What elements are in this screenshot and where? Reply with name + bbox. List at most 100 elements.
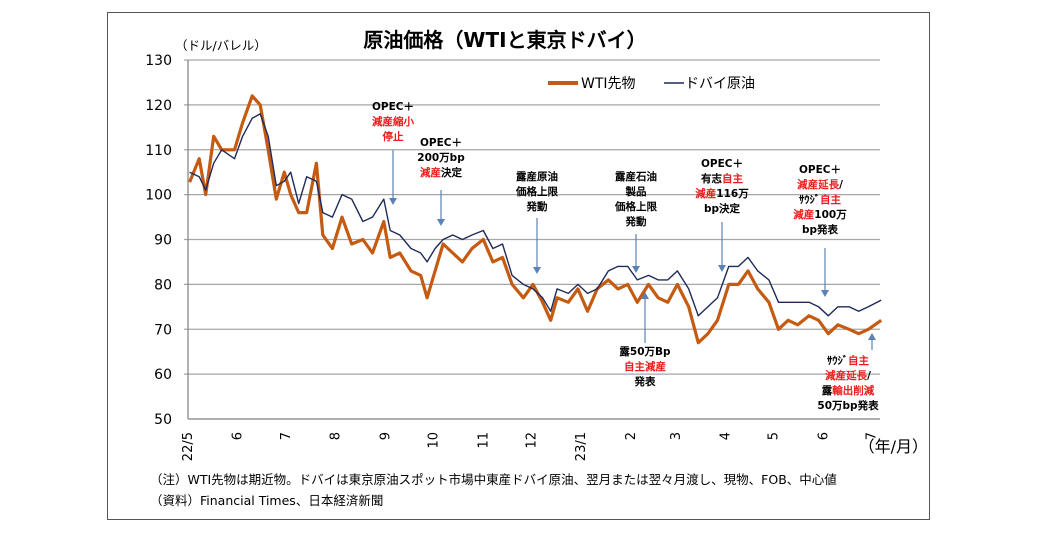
annotation-line: 有志自主 <box>662 172 782 187</box>
arrowhead-icon <box>641 292 649 299</box>
x-tick-label: 6 <box>816 432 831 440</box>
annotation-line: OPEC＋ <box>760 163 880 178</box>
annotation-line: ｻｳｼﾞ自主 <box>760 193 880 208</box>
y-tick-label: 130 <box>145 53 172 69</box>
annotation-line: bp決定 <box>662 202 782 217</box>
x-tick-label: 6 <box>231 432 246 440</box>
annotation: OPEC＋ 減産延長/ｻｳｼﾞ自主 減産100万 bp発表 <box>760 163 880 238</box>
annotation-text: / <box>839 179 843 191</box>
arrowhead-icon <box>437 219 445 226</box>
x-tick-label: 8 <box>329 432 344 440</box>
annotation-text: 露産石油 <box>615 171 657 183</box>
annotation-highlight: 減産 <box>793 209 815 221</box>
y-tick-label: 110 <box>145 143 172 159</box>
annotation: OPEC＋ 200万bp 減産決定 <box>381 136 501 181</box>
legend: WTI先物 ドバイ原油 <box>548 76 755 92</box>
annotation-line: ｻｳｼﾞ自主 <box>788 354 908 369</box>
annotation-highlight: 自主 <box>848 355 869 367</box>
annotation-text: 発表 <box>634 376 656 388</box>
annotation-text: 製品 <box>625 186 647 198</box>
annotation-line: 露輸出削減 <box>788 384 908 399</box>
annotation-line: OPEC＋ <box>333 100 453 115</box>
annotation-line: 減産116万 <box>662 187 782 202</box>
annotation-text: OPEC＋ <box>420 137 462 149</box>
x-tick-label: 4 <box>719 432 734 440</box>
annotation-text: / <box>867 370 871 382</box>
annotation-line: 減産100万 <box>760 208 880 223</box>
annotation-highlight: 停止 <box>382 131 404 143</box>
annotation-text: OPEC＋ <box>701 158 743 170</box>
annotation-text: 価格上限 <box>615 201 657 213</box>
annotation-text: 決定 <box>441 167 462 179</box>
x-tick-label: 3 <box>669 432 684 440</box>
y-axis-label: （ドル/バレル） <box>175 38 267 53</box>
legend-label-wti: WTI先物 <box>581 76 636 92</box>
annotation-text: 200万bp <box>417 152 465 164</box>
annotation-line: OPEC＋ <box>662 157 782 172</box>
annotation-highlight: 自主減産 <box>624 361 666 373</box>
annotation-line: 露産原油 <box>477 170 597 185</box>
x-tick-label: 11 <box>476 432 491 449</box>
annotation-highlight: 減産 <box>695 188 717 200</box>
annotation-line: 発動 <box>576 215 696 230</box>
arrowhead-icon <box>718 265 726 272</box>
annotation-highlight: 輸出削減 <box>832 385 875 397</box>
annotation-line: OPEC＋ <box>381 136 501 151</box>
arrowhead-icon <box>389 198 397 205</box>
annotation-text: ｻｳｼﾞ <box>827 355 848 367</box>
annotation-text: 価格上限 <box>516 186 558 198</box>
arrowhead-icon <box>821 290 829 297</box>
annotation-text: bp決定 <box>703 203 741 215</box>
series-line-wti <box>188 94 883 345</box>
annotation-line: 価格上限 <box>576 200 696 215</box>
annotation-highlight: 減産延長 <box>825 370 868 382</box>
annotation-highlight: 自主 <box>820 194 841 206</box>
y-tick-label: 120 <box>145 98 172 114</box>
annotation-text: OPEC＋ <box>799 164 841 176</box>
x-tick-label: 5 <box>767 432 782 440</box>
x-tick-label: 12 <box>524 432 539 449</box>
annotation-text: 50万bp発表 <box>817 400 879 412</box>
annotation-text: 発動 <box>625 216 647 228</box>
arrowhead-icon <box>632 266 640 273</box>
annotation-line: 減産延長/ <box>760 178 880 193</box>
annotation-text: OPEC＋ <box>372 101 414 113</box>
annotation-text: 露50万Bp <box>619 346 671 358</box>
annotation-text: ｻｳｼﾞ <box>799 194 820 206</box>
series-line-dubai <box>189 113 882 317</box>
annotation-text: 発動 <box>526 201 548 213</box>
annotation-text: 有志 <box>701 173 722 185</box>
chart-frame <box>107 12 930 520</box>
annotation: 露産石油製品価格上限発動 <box>576 170 696 230</box>
annotation-text: 露産原油 <box>516 171 558 183</box>
y-tick-label: 80 <box>154 277 172 293</box>
x-tick-label: 7 <box>279 432 294 440</box>
annotation-highlight: 自主 <box>722 173 743 185</box>
annotation-text: 116万 <box>716 188 749 200</box>
x-tick-label: 23/1 <box>574 432 589 461</box>
y-tick-label: 100 <box>145 188 172 204</box>
annotation: OPEC＋ 減産縮小停止 <box>333 100 453 145</box>
x-tick-label: 2 <box>624 432 639 440</box>
y-tick-label: 90 <box>154 233 172 249</box>
x-tick-label: 22/5 <box>181 432 196 461</box>
annotation-line: 露50万Bp <box>585 345 705 360</box>
arrowhead-icon <box>533 267 541 274</box>
y-tick-label: 50 <box>154 412 172 428</box>
annotation-highlight: 減産縮小 <box>372 116 414 128</box>
annotation: 露50万Bp 自主減産発表 <box>585 345 705 390</box>
annotation-text: 100万 <box>814 209 847 221</box>
footnote-source: （資料）Financial Times、日本経済新聞 <box>150 493 384 508</box>
annotation-text: 露 <box>821 385 833 397</box>
annotation: 露産原油価格上限発動 <box>477 170 597 215</box>
arrowhead-icon <box>868 333 876 340</box>
y-tick-label: 60 <box>154 367 172 383</box>
annotation-line: 露産石油 <box>576 170 696 185</box>
annotation-highlight: 減産 <box>420 167 441 179</box>
chart-title: 原油価格（WTIと東京ドバイ） <box>363 28 646 52</box>
annotation-text: bp発表 <box>801 224 839 236</box>
legend-label-dubai: ドバイ原油 <box>685 76 755 92</box>
annotation-line: 停止 <box>333 130 453 145</box>
annotation-line: 自主減産 <box>585 360 705 375</box>
